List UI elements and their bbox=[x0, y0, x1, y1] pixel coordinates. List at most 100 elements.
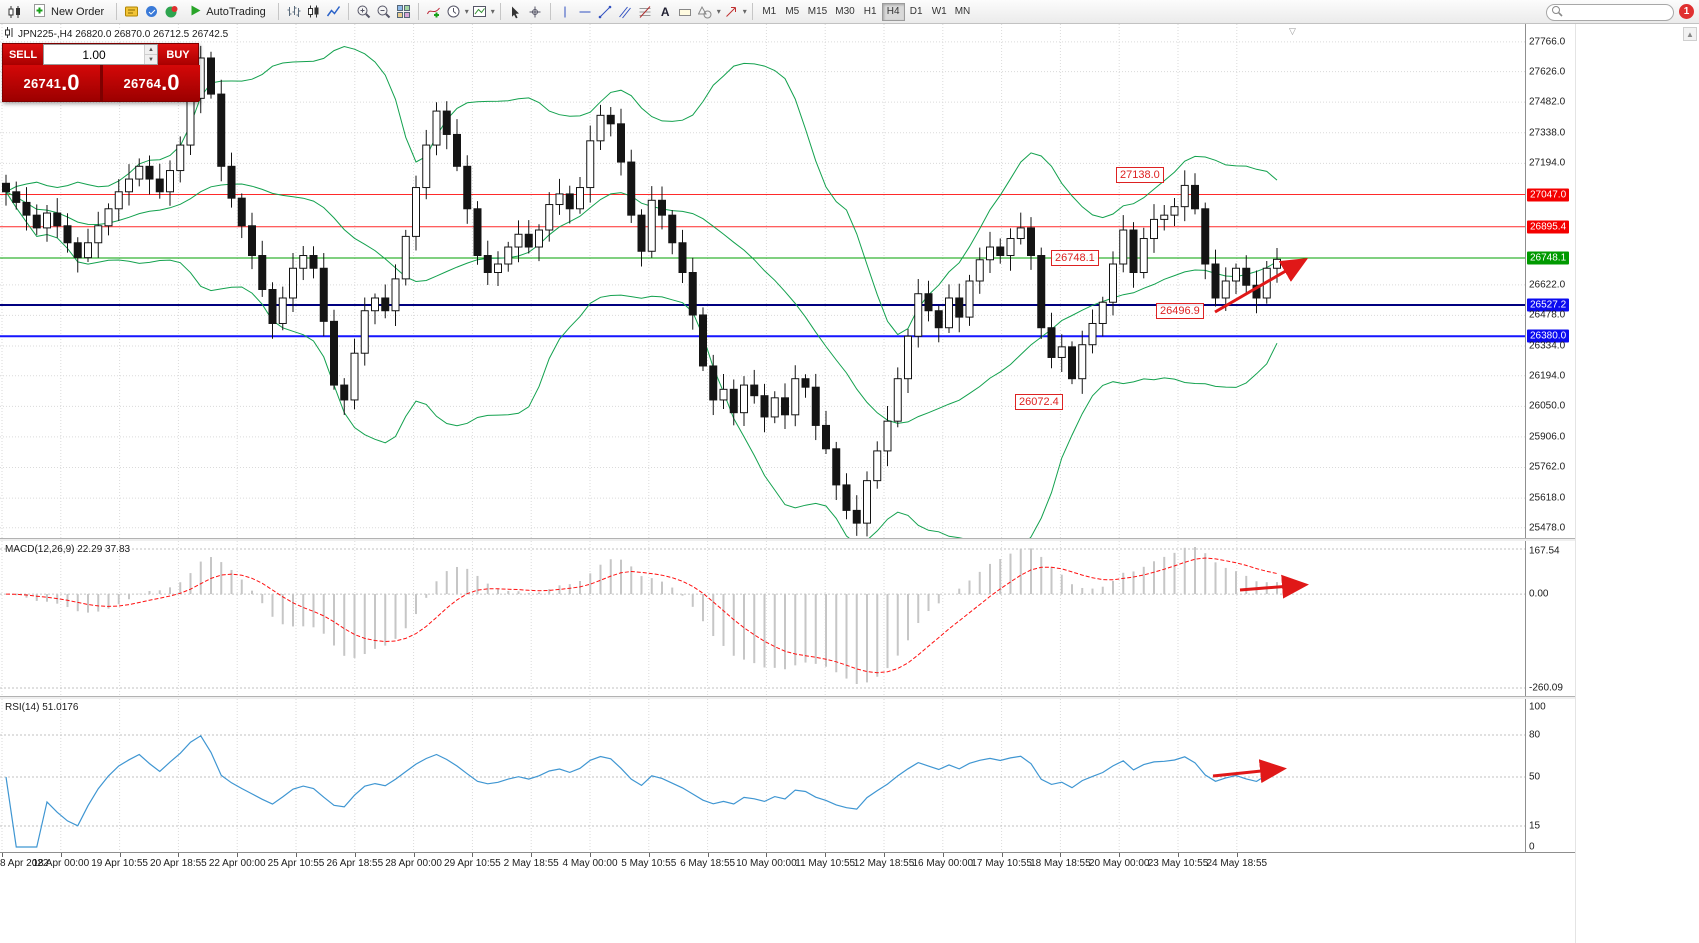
symbol-candle-icon bbox=[5, 27, 14, 41]
price-annotation[interactable]: 26072.4 bbox=[1015, 393, 1063, 410]
macd-canvas[interactable] bbox=[0, 541, 1525, 696]
buy-price[interactable]: 26764.0 bbox=[103, 65, 200, 101]
candlestick-chart-icon[interactable] bbox=[304, 2, 323, 21]
candle bbox=[1150, 204, 1158, 253]
timeframe-button-m5[interactable]: M5 bbox=[785, 6, 800, 17]
volume-input[interactable] bbox=[44, 45, 144, 64]
timeframe-button-h4[interactable]: H4 bbox=[881, 2, 905, 21]
periods-caret-icon[interactable]: ▾ bbox=[464, 7, 469, 16]
time-axis-label: 10 May 00:00 bbox=[736, 858, 797, 869]
volume-down-button[interactable]: ▼ bbox=[145, 55, 157, 64]
metaeditor-icon[interactable] bbox=[142, 2, 161, 21]
shapes-tool-icon[interactable] bbox=[696, 2, 715, 21]
new-order-button[interactable]: New Order bbox=[25, 2, 111, 22]
timeframe-button-h1[interactable]: H1 bbox=[863, 6, 877, 17]
price-axis-label: 27626.0 bbox=[1529, 66, 1566, 78]
main-chart-canvas[interactable] bbox=[0, 24, 1525, 538]
timeframe-button-m15[interactable]: M15 bbox=[807, 6, 828, 17]
horizontal-line-tool-icon[interactable] bbox=[576, 2, 595, 21]
candle bbox=[340, 378, 349, 415]
tile-windows-icon[interactable] bbox=[394, 2, 413, 21]
time-tick bbox=[590, 853, 591, 857]
cursor-icon[interactable] bbox=[506, 2, 525, 21]
community-icon[interactable] bbox=[162, 2, 181, 21]
time-tick bbox=[1060, 853, 1062, 857]
timeframe-button-w1[interactable]: W1 bbox=[931, 6, 947, 17]
notification-badge[interactable]: 1 bbox=[1679, 4, 1694, 19]
toolbar-divider bbox=[499, 3, 501, 20]
price-annotation[interactable]: 26748.1 bbox=[1051, 250, 1099, 267]
bar-chart-icon[interactable] bbox=[284, 2, 303, 21]
candle bbox=[1037, 247, 1046, 339]
time-tick bbox=[296, 853, 297, 857]
channel-tool-icon[interactable] bbox=[616, 2, 635, 21]
rsi-panel[interactable]: RSI(14) 51.0176 100 80 50 15 0 bbox=[0, 699, 1575, 852]
indicators-icon[interactable] bbox=[424, 2, 443, 21]
chart-window-icon[interactable] bbox=[5, 2, 24, 21]
candle bbox=[350, 338, 359, 410]
mql-editor-icon[interactable] bbox=[122, 2, 141, 21]
candle bbox=[729, 379, 738, 426]
trend-arrow[interactable] bbox=[1214, 257, 1309, 314]
volume-up-button[interactable]: ▲ bbox=[145, 45, 157, 55]
candle bbox=[371, 293, 379, 325]
zoom-in-icon[interactable] bbox=[354, 2, 373, 21]
templates-caret-icon[interactable]: ▾ bbox=[490, 7, 495, 16]
price-annotation[interactable]: 26496.9 bbox=[1156, 303, 1204, 320]
timeframe-button-mn[interactable]: MN bbox=[954, 6, 971, 17]
rsi-canvas[interactable] bbox=[0, 699, 1525, 852]
panel-splitter[interactable] bbox=[0, 538, 1575, 541]
scroll-up-button[interactable]: ▲ bbox=[1683, 27, 1697, 41]
candle bbox=[360, 297, 369, 366]
candle bbox=[740, 376, 748, 427]
zoom-out-icon[interactable] bbox=[374, 2, 393, 21]
candle bbox=[709, 354, 718, 416]
candle bbox=[94, 211, 103, 258]
time-axis-label: 20 May 00:00 bbox=[1088, 858, 1150, 869]
price-axis[interactable]: 27766.0 27626.0 27482.0 27338.0 27194.0 27047… bbox=[1525, 24, 1575, 538]
candle bbox=[545, 192, 554, 242]
time-tick bbox=[884, 853, 885, 857]
timeframe-button-d1[interactable]: D1 bbox=[909, 6, 923, 17]
periods-icon[interactable] bbox=[444, 2, 463, 21]
fibonacci-tool-icon[interactable] bbox=[636, 2, 655, 21]
rsi-arrow[interactable] bbox=[1212, 759, 1287, 784]
candle bbox=[1160, 204, 1169, 231]
trendline-tool-icon[interactable] bbox=[596, 2, 615, 21]
shapes-caret-icon[interactable]: ▾ bbox=[716, 7, 721, 16]
text-tool-icon[interactable]: A bbox=[660, 4, 670, 19]
vertical-line-tool-icon[interactable] bbox=[556, 2, 575, 21]
candle bbox=[1252, 270, 1261, 314]
candle bbox=[822, 410, 830, 454]
macd-panel[interactable]: MACD(12,26,9) 22.29 37.83 167.54 0.00 -260… bbox=[0, 541, 1575, 696]
candle bbox=[22, 187, 31, 231]
timeframe-button-m1[interactable]: M1 bbox=[762, 6, 777, 17]
crosshair-icon[interactable] bbox=[526, 2, 545, 21]
candle bbox=[453, 119, 461, 172]
main-chart-panel[interactable]: JPN225-,H4 26820.0 26870.0 26712.5 26742… bbox=[0, 24, 1575, 538]
sell-button[interactable]: SELL bbox=[3, 44, 43, 65]
chart-workspace: JPN225-,H4 26820.0 26870.0 26712.5 26742… bbox=[0, 24, 1699, 943]
time-axis-label: 25 Apr 10:55 bbox=[267, 858, 325, 869]
macd-arrow[interactable] bbox=[1239, 574, 1309, 599]
sell-price[interactable]: 26741.0 bbox=[3, 65, 100, 101]
search-input[interactable] bbox=[1546, 4, 1674, 21]
templates-icon[interactable] bbox=[470, 2, 489, 21]
chart-shift-marker[interactable]: ▽ bbox=[1289, 26, 1296, 36]
candle bbox=[237, 193, 246, 239]
candle bbox=[924, 280, 933, 322]
buy-button[interactable]: BUY bbox=[158, 44, 198, 65]
autotrading-button[interactable]: AutoTrading bbox=[182, 2, 273, 22]
timeframe-toolbar: M1 M5 M15 M30 H1 H4 D1 W1 MN bbox=[758, 2, 974, 21]
rsi-axis-label: 100 bbox=[1529, 701, 1546, 713]
price-annotation[interactable]: 27138.0 bbox=[1116, 167, 1164, 184]
panel-splitter[interactable] bbox=[0, 696, 1575, 699]
time-axis[interactable]: 8 Apr 2022 18 Apr 00:00 19 Apr 10:55 20 Apr… bbox=[0, 852, 1575, 875]
line-chart-icon[interactable] bbox=[324, 2, 343, 21]
arrow-tool-icon[interactable] bbox=[722, 2, 741, 21]
arrows-caret-icon[interactable]: ▾ bbox=[742, 7, 747, 16]
macd-signal-line bbox=[5, 557, 1278, 674]
candle bbox=[658, 186, 666, 230]
label-tool-icon[interactable] bbox=[676, 2, 695, 21]
timeframe-button-m30[interactable]: M30 bbox=[835, 6, 855, 17]
